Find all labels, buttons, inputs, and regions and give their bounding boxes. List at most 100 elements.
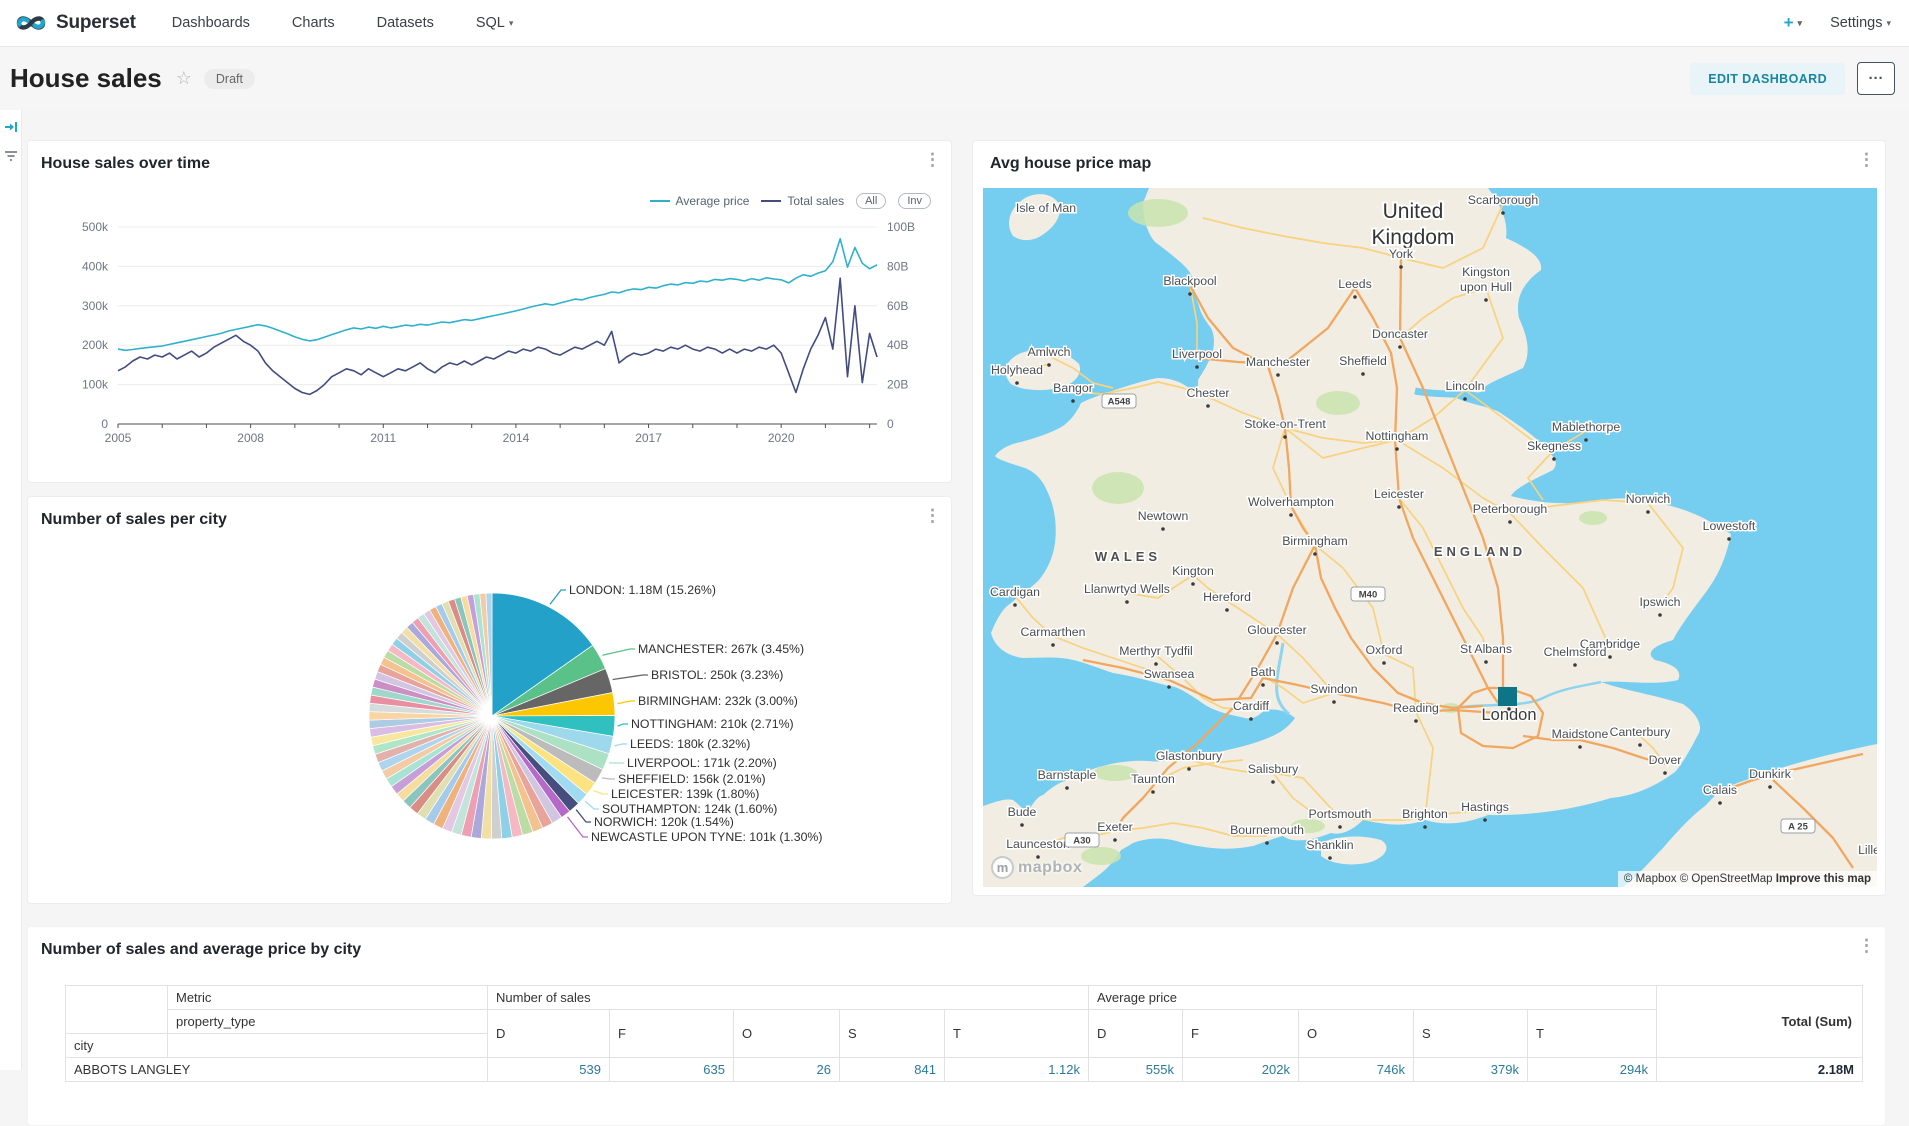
y-right-tick: 40B bbox=[887, 338, 908, 352]
chart-kebab-menu[interactable]: ⋮ bbox=[924, 507, 941, 524]
subcol-header-o: O bbox=[734, 1010, 840, 1058]
map-city-dot bbox=[1353, 295, 1357, 299]
pie-slice-label: SHEFFIELD: 156k (2.01%) bbox=[618, 772, 766, 786]
pie-label-leader bbox=[594, 791, 608, 794]
pie-label-leader bbox=[550, 590, 566, 604]
attribution-mapbox-link[interactable]: © Mapbox bbox=[1624, 873, 1677, 885]
map-label-shanklin: Shanklin bbox=[1306, 838, 1353, 852]
mapbox-logo-icon: m bbox=[991, 856, 1014, 879]
map-label-lille: Lille bbox=[1858, 843, 1877, 857]
pie-slice-label: NORWICH: 120k (1.54%) bbox=[594, 815, 734, 829]
chart-title: Avg house price map bbox=[990, 155, 1151, 173]
map-city-dot bbox=[1332, 700, 1336, 704]
map-city-dot bbox=[1578, 745, 1582, 749]
map-city-dot bbox=[1188, 292, 1192, 296]
expand-filter-bar-icon[interactable] bbox=[0, 120, 22, 139]
pie-label-leader bbox=[585, 801, 599, 809]
y-left-tick: 100k bbox=[82, 378, 109, 392]
price-marker-london[interactable] bbox=[1498, 687, 1517, 706]
map-label-llanwrtyd-wells: Llanwrtyd Wells bbox=[1084, 582, 1170, 596]
nav-charts[interactable]: Charts bbox=[292, 15, 335, 31]
map-label-skegness: Skegness bbox=[1527, 439, 1581, 453]
map-city-dot bbox=[1071, 399, 1075, 403]
map-city-dot bbox=[1113, 838, 1117, 842]
chevron-down-icon: ▾ bbox=[1886, 18, 1891, 28]
map-city-dot bbox=[1395, 447, 1399, 451]
chart-card-house-sales-over-time: House sales over time ⋮ Average price To… bbox=[27, 140, 952, 483]
map-label-leeds: Leeds bbox=[1338, 277, 1372, 291]
mapbox-logo[interactable]: m mapbox bbox=[991, 856, 1082, 879]
map-label-bude: Bude bbox=[1008, 805, 1037, 819]
map-label-kingston: Kingston bbox=[1462, 265, 1510, 279]
map-city-dot bbox=[1047, 363, 1051, 367]
pie-slice-label: LIVERPOOL: 171k (2.20%) bbox=[627, 756, 777, 770]
map-label-ipswich: Ipswich bbox=[1639, 595, 1680, 609]
map-city-dot bbox=[1154, 662, 1158, 666]
map-label-reading: Reading bbox=[1393, 701, 1439, 715]
pie-label-leader bbox=[602, 649, 635, 655]
nav-dashboards[interactable]: Dashboards bbox=[172, 15, 250, 31]
pie-slice-label: BRISTOL: 250k (3.23%) bbox=[651, 668, 783, 682]
subcol-header-f: F bbox=[1183, 1010, 1299, 1058]
map-city-dot bbox=[1283, 435, 1287, 439]
filter-icon[interactable] bbox=[0, 149, 22, 167]
y-left-tick: 300k bbox=[82, 299, 109, 313]
chevron-down-icon: ▾ bbox=[1798, 18, 1803, 28]
y-right-tick: 20B bbox=[887, 378, 908, 392]
x-tick-label: 2005 bbox=[105, 431, 132, 445]
chart-kebab-menu[interactable]: ⋮ bbox=[1858, 151, 1875, 168]
new-item-button[interactable]: +▾ bbox=[1784, 13, 1802, 33]
map-label-mablethorpe: Mablethorpe bbox=[1552, 420, 1621, 434]
map-city-dot bbox=[1015, 381, 1019, 385]
edit-dashboard-button[interactable]: EDIT DASHBOARD bbox=[1690, 63, 1845, 95]
map-city-dot bbox=[1573, 663, 1577, 667]
map-city-dot bbox=[1658, 613, 1662, 617]
group-header-average-price: Average price bbox=[1089, 986, 1657, 1010]
map-city-dot bbox=[1382, 661, 1386, 665]
pie-slice-label: MANCHESTER: 267k (3.45%) bbox=[638, 642, 804, 656]
map-label-glastonbury: Glastonbury bbox=[1156, 749, 1223, 763]
pie-label-leader bbox=[618, 724, 628, 726]
superset-logo[interactable]: Superset bbox=[14, 12, 136, 34]
map-city-dot bbox=[1065, 786, 1069, 790]
corner-cell bbox=[66, 986, 168, 1034]
settings-menu[interactable]: Settings▾ bbox=[1830, 15, 1891, 31]
map-label-merthyr-tydfil: Merthyr Tydfil bbox=[1119, 644, 1193, 658]
map-label-stoke-on-trent: Stoke-on-Trent bbox=[1244, 417, 1326, 431]
improve-map-link[interactable]: Improve this map bbox=[1776, 873, 1871, 885]
nav-sql[interactable]: SQL▾ bbox=[476, 15, 514, 31]
map-label-bournemouth: Bournemouth bbox=[1230, 823, 1304, 837]
region-label-wales: WALES bbox=[1095, 549, 1161, 564]
pie-slice-label: LONDON: 1.18M (15.26%) bbox=[569, 583, 716, 597]
pie-chart[interactable]: LONDON: 1.18M (15.26%) MANCHESTER: 267k (… bbox=[28, 541, 953, 901]
map-city-dot bbox=[1483, 818, 1487, 822]
nav-right: +▾ Settings▾ bbox=[1784, 13, 1891, 33]
map-label-carmarthen: Carmarthen bbox=[1021, 625, 1086, 639]
x-tick-label: 2020 bbox=[768, 431, 795, 445]
nav-datasets[interactable]: Datasets bbox=[377, 15, 434, 31]
attribution-osm-link[interactable]: © OpenStreetMap bbox=[1680, 873, 1773, 885]
map-city-dot bbox=[1423, 825, 1427, 829]
map-city-dot bbox=[1328, 856, 1332, 860]
map-city-dot bbox=[1271, 780, 1275, 784]
pie-slice-label: NEWCASTLE UPON TYNE: 101k (1.30%) bbox=[591, 830, 822, 844]
map-city-dot bbox=[1484, 298, 1488, 302]
chart-title: Number of sales and average price by cit… bbox=[41, 941, 361, 959]
map-city-dot bbox=[1051, 643, 1055, 647]
map-city-dot bbox=[1584, 438, 1588, 442]
x-tick-label: 2011 bbox=[370, 431, 396, 445]
pie-slice-label: NOTTINGHAM: 210k (2.71%) bbox=[631, 717, 794, 731]
favorite-star-icon[interactable]: ☆ bbox=[176, 68, 192, 89]
map-label-kington: Kington bbox=[1172, 564, 1214, 578]
y-right-tick: 80B bbox=[887, 259, 908, 273]
map-city-dot bbox=[1727, 537, 1731, 541]
more-options-button[interactable]: ··· bbox=[1857, 62, 1895, 95]
map-label-birmingham: Birmingham bbox=[1282, 534, 1348, 548]
pie-label-leader bbox=[602, 778, 615, 779]
chart-kebab-menu[interactable]: ⋮ bbox=[1858, 937, 1875, 954]
